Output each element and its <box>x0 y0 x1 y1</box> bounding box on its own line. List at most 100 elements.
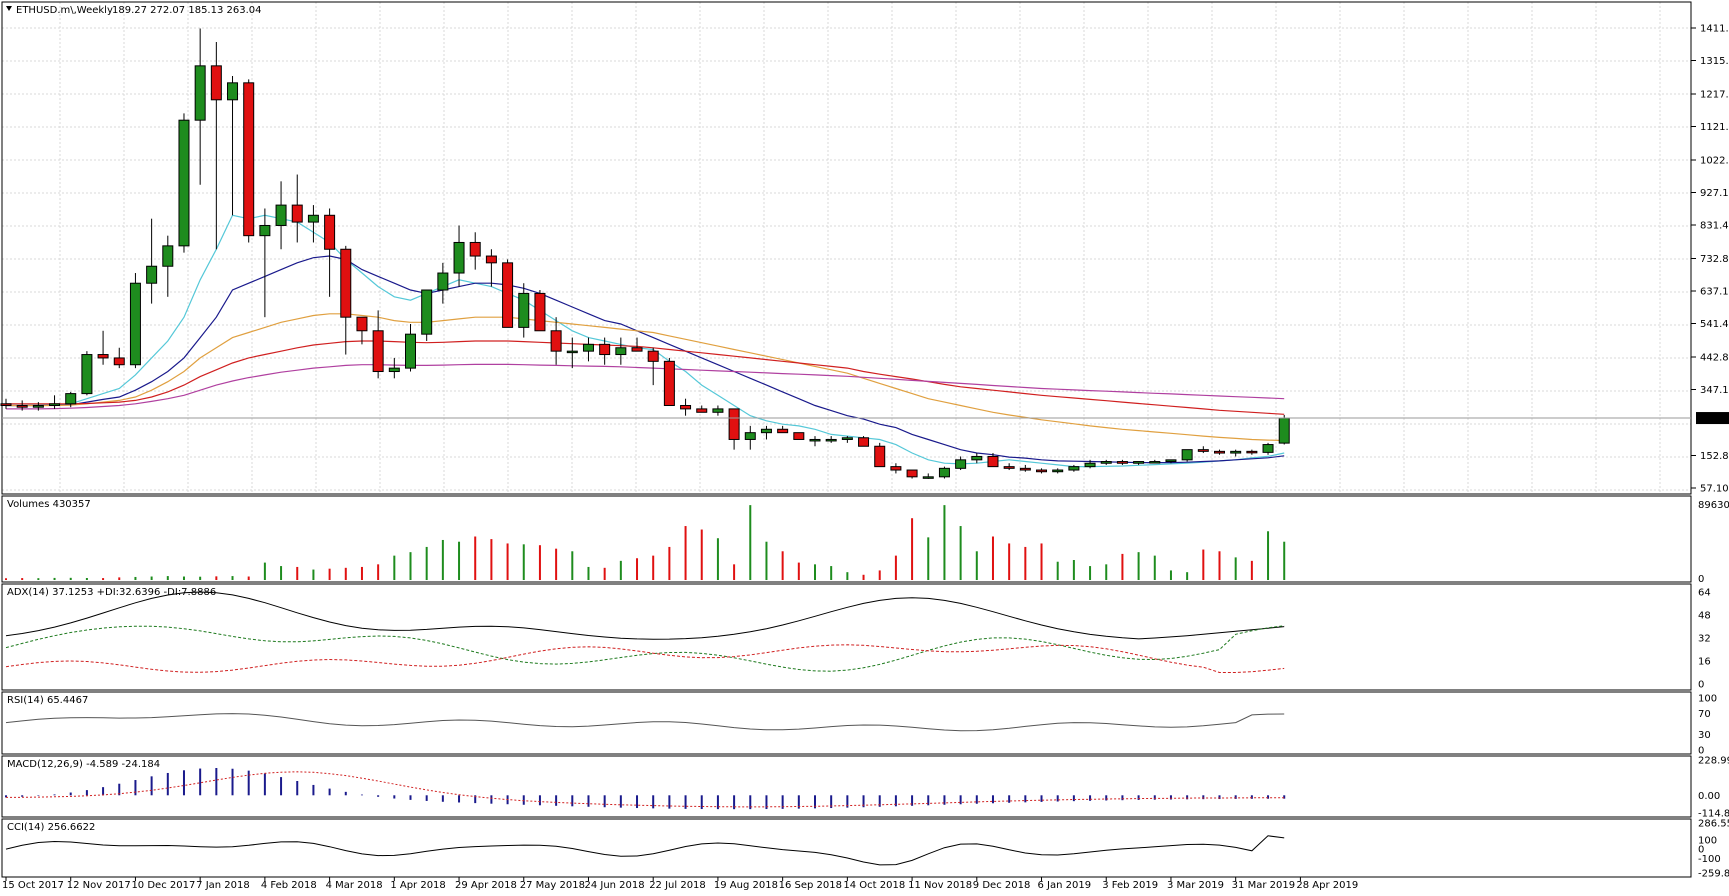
candle-body <box>469 241 481 257</box>
candle-body <box>825 438 837 442</box>
candle <box>1278 414 1290 445</box>
candle <box>663 357 675 406</box>
candle <box>502 259 514 328</box>
chart-symbol-title: ETHUSD.m\,Weekly <box>16 5 113 16</box>
candle <box>890 463 902 474</box>
candle <box>825 436 837 443</box>
price-tick-label: 1022.80 <box>1700 155 1729 166</box>
panel-border-vol <box>1 495 1692 583</box>
adx-tick-label: 16 <box>1698 657 1711 668</box>
candle <box>275 181 287 250</box>
candle-body <box>324 214 336 250</box>
candle <box>469 232 481 270</box>
adx-tick-label: 64 <box>1698 588 1711 599</box>
current-price-badge <box>1696 412 1729 425</box>
date-label: 12 Nov 2017 <box>67 880 131 891</box>
price-tick-label: 927.10 <box>1700 188 1729 199</box>
macd-tick-label: -114.876 <box>1698 809 1729 820</box>
candle <box>1052 468 1064 474</box>
candle-body <box>65 393 77 405</box>
candle <box>113 347 125 369</box>
macd-tick-label: 228.991 <box>1698 756 1729 767</box>
candle-body <box>663 360 675 406</box>
candle-body <box>1278 417 1290 444</box>
candle-body <box>874 445 886 468</box>
candle-body <box>162 245 174 267</box>
dropdown-triangle-icon[interactable] <box>6 6 12 11</box>
candle-body <box>728 408 740 440</box>
candle <box>777 425 789 434</box>
candle <box>437 262 449 304</box>
date-label: 11 Nov 2018 <box>908 880 972 891</box>
candle <box>793 432 805 440</box>
price-tick-label: 831.40 <box>1700 221 1729 232</box>
candle <box>1019 464 1031 472</box>
candle <box>421 289 433 341</box>
candle-body <box>938 467 950 478</box>
date-label: 7 Jan 2018 <box>196 880 250 891</box>
price-tick-label: 1217.10 <box>1700 89 1729 100</box>
current-price-label: 263.04 <box>1698 414 1729 425</box>
cci-line-1 <box>5 835 1285 866</box>
candle-body <box>146 265 158 284</box>
moving-average-line-4 <box>6 340 1285 415</box>
candle <box>81 351 93 396</box>
candle-body <box>680 404 692 410</box>
candle <box>647 347 659 386</box>
rsi-label: RSI(14) 65.4467 <box>7 695 88 706</box>
candle-body <box>437 272 449 291</box>
date-label: 9 Dec 2018 <box>973 880 1031 891</box>
candle-body <box>922 476 934 479</box>
candle <box>1149 459 1161 464</box>
candle <box>841 436 853 443</box>
candle <box>356 316 368 345</box>
candle-body <box>1019 467 1031 471</box>
candle <box>922 473 934 479</box>
candle-body <box>955 459 967 469</box>
candle <box>1230 449 1242 457</box>
candle <box>340 245 352 355</box>
rsi-tick-label: 0 <box>1698 746 1704 757</box>
candle-body <box>1197 449 1209 452</box>
panel-border-main <box>1 1 1692 495</box>
candle <box>987 453 999 468</box>
candle <box>1084 459 1096 469</box>
price-tick-label: 637.10 <box>1700 286 1729 297</box>
moving-average-line-2 <box>6 255 1285 464</box>
chart-ohlc-values: 189.27 272.07 185.13 263.04 <box>112 5 262 16</box>
date-label: 24 Jun 2018 <box>584 880 644 891</box>
candle-body <box>340 248 352 318</box>
candle-body <box>631 347 643 352</box>
panel-border-adx <box>1 583 1692 691</box>
candle <box>146 218 158 304</box>
candle-body <box>243 82 255 237</box>
price-tick-label: 541.40 <box>1700 319 1729 330</box>
candle <box>906 469 918 479</box>
candle <box>1100 459 1112 465</box>
candle <box>696 405 708 413</box>
panel-border-macd <box>1 755 1692 818</box>
candle <box>1246 449 1258 455</box>
candle-body <box>307 214 319 223</box>
cci-tick-label: -100 <box>1698 854 1721 865</box>
price-tick-label: 347.10 <box>1700 385 1729 396</box>
candle <box>712 405 724 416</box>
candle <box>971 453 983 464</box>
candle-body <box>178 119 190 247</box>
candle <box>16 400 28 411</box>
candle-body <box>582 343 594 352</box>
candle-body <box>599 343 611 356</box>
date-label: 27 May 2018 <box>520 880 585 891</box>
macd-tick-label: 0.00 <box>1698 791 1720 802</box>
candle-body <box>388 367 400 373</box>
date-label: 15 Oct 2017 <box>2 880 64 891</box>
candle <box>1214 449 1225 455</box>
adx-panel: ADX(14) 37.1253 +DI:32.6396 -DI:7.8886 64… <box>5 587 1711 691</box>
candle-body <box>1149 461 1161 464</box>
candle-body <box>744 432 756 440</box>
candle <box>1003 463 1015 471</box>
candle <box>243 79 255 243</box>
candle-body <box>858 437 870 447</box>
rsi-tick-label: 30 <box>1698 730 1711 741</box>
